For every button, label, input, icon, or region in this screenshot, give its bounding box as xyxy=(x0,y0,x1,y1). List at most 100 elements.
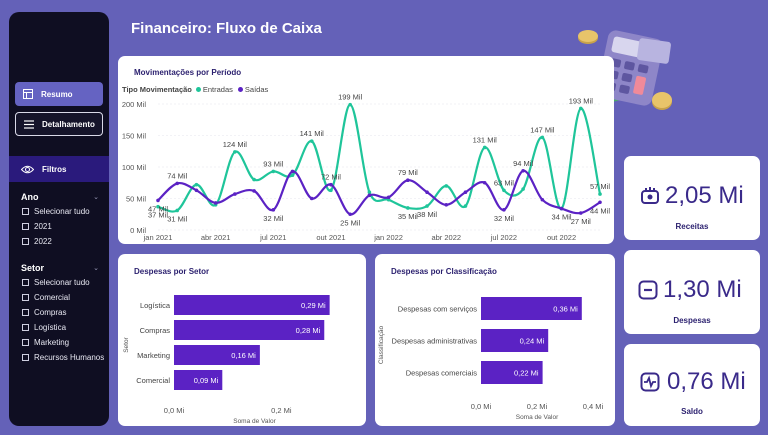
data-label: 47 Mil xyxy=(148,204,168,213)
category-label: Compras xyxy=(140,326,171,335)
legend-entradas-dot xyxy=(195,87,201,92)
checkbox[interactable] xyxy=(22,309,29,316)
data-point xyxy=(329,182,333,187)
data-point xyxy=(406,206,410,210)
data-point xyxy=(175,181,180,186)
value-label: 0,22 Mi xyxy=(514,369,539,378)
table-icon xyxy=(21,89,35,99)
x-tick-label: jan 2021 xyxy=(143,233,173,242)
filter-setor-option[interactable]: Selecionar tudo xyxy=(22,278,90,287)
filter-setor-option[interactable]: Marketing xyxy=(22,338,69,347)
kpi-despesas-value: 1,30 Mi xyxy=(663,276,742,303)
bar xyxy=(174,345,260,365)
nav-detalhamento-label: Detalhamento xyxy=(42,119,95,129)
checkbox[interactable] xyxy=(22,294,29,301)
data-label: 193 Mil xyxy=(569,96,594,105)
data-point xyxy=(290,173,295,177)
kpi-saldo-label: Saldo xyxy=(681,407,703,416)
chevron-down-icon[interactable]: ⌄ xyxy=(93,265,99,272)
x-tick-label: 0,2 Mi xyxy=(527,402,548,411)
data-label: 63 Mil xyxy=(494,178,514,187)
x-tick-label: out 2021 xyxy=(316,233,345,242)
filter-setor-option[interactable]: Logística xyxy=(22,323,66,332)
category-label: Comercial xyxy=(136,376,170,385)
despesas-setor-card: Despesas por Setor Logística 0,29 Mi Compr… xyxy=(118,254,366,426)
data-label: 141 Mil xyxy=(300,129,325,138)
filter-setor-option[interactable]: Comercial xyxy=(22,293,70,302)
data-label: 79 Mil xyxy=(398,168,418,177)
value-label: 0,36 Mi xyxy=(553,305,578,314)
filter-ano-option[interactable]: 2022 xyxy=(22,237,52,246)
data-point xyxy=(425,204,429,208)
bar-classificacao-plot: Despesas com serviços 0,36 Mi Despesas adm… xyxy=(378,297,604,421)
bar xyxy=(174,295,330,315)
data-point xyxy=(367,190,372,194)
bar xyxy=(174,320,325,340)
checkbox[interactable] xyxy=(22,223,29,230)
legend-title: Tipo Movimentação xyxy=(122,85,192,94)
category-label: Despesas administrativas xyxy=(392,337,478,346)
checkbox[interactable] xyxy=(22,324,29,331)
chevron-down-icon[interactable]: ⌄ xyxy=(93,194,99,201)
data-point xyxy=(386,197,391,202)
data-point xyxy=(482,180,487,185)
chart-title: Movimentações por Período xyxy=(134,68,242,77)
checkbox[interactable] xyxy=(22,279,29,286)
legend-saidas-label[interactable]: Saídas xyxy=(244,85,269,94)
data-point xyxy=(329,188,333,193)
filter-setor-option[interactable]: Compras xyxy=(22,308,66,317)
data-point xyxy=(194,188,199,193)
eye-icon xyxy=(21,165,34,174)
nav-resumo-button[interactable]: Resumo xyxy=(15,82,103,106)
data-point xyxy=(578,211,583,215)
data-label: 37 Mil xyxy=(148,211,168,220)
activity-icon xyxy=(640,372,660,392)
y-tick-label: 100 Mil xyxy=(122,163,147,172)
data-label: 31 Mil xyxy=(167,214,187,223)
filters-toggle[interactable]: Filtros xyxy=(9,156,109,182)
data-point xyxy=(309,139,314,143)
money-bag-icon xyxy=(641,187,659,204)
data-point xyxy=(271,208,276,212)
data-point xyxy=(348,102,352,107)
category-label: Marketing xyxy=(137,351,170,360)
movimentacoes-chart-card: Movimentações por Período Tipo Movimenta… xyxy=(118,56,614,244)
filter-setor-option[interactable]: Recursos Humanos xyxy=(22,353,104,362)
data-point xyxy=(521,168,525,173)
data-point xyxy=(175,208,180,213)
legend-entradas-label[interactable]: Entradas xyxy=(202,85,233,94)
category-label: Despesas com serviços xyxy=(398,305,477,314)
kpi-receitas-label: Receitas xyxy=(675,222,709,231)
y-tick-label: 200 Mil xyxy=(122,100,147,109)
nav-detalhamento-button[interactable]: Detalhamento xyxy=(15,112,103,136)
value-label: 0,28 Mi xyxy=(296,326,321,335)
bar xyxy=(481,329,549,352)
category-label: Despesas comerciais xyxy=(406,369,478,378)
data-label: 124 Mil xyxy=(223,140,248,149)
checkbox[interactable] xyxy=(22,339,29,346)
data-point xyxy=(559,206,564,211)
bar xyxy=(481,361,543,384)
filter-ano-option[interactable]: Selecionar tudo xyxy=(22,207,90,216)
data-point xyxy=(444,203,449,207)
data-point xyxy=(233,150,237,154)
bar xyxy=(481,297,582,320)
kpi-receitas-card: 2,05 Mi Receitas xyxy=(624,156,760,240)
checkbox[interactable] xyxy=(22,238,29,245)
data-point xyxy=(406,178,410,183)
data-label: 72 Mil xyxy=(321,173,341,182)
data-label: 44 Mil xyxy=(590,206,610,215)
chart-title: Despesas por Setor xyxy=(134,267,210,276)
sidebar: Resumo Detalhamento Filtros Ano ⌄ Seleci… xyxy=(9,12,109,426)
data-point xyxy=(463,190,468,194)
data-point xyxy=(598,200,602,205)
data-label: 25 Mil xyxy=(340,218,360,227)
checkbox[interactable] xyxy=(22,354,29,361)
data-point xyxy=(271,169,276,174)
data-label: 32 Mil xyxy=(494,214,514,223)
checkbox[interactable] xyxy=(22,208,29,215)
data-label: 147 Mil xyxy=(530,125,555,134)
filter-ano-option[interactable]: 2021 xyxy=(22,222,52,231)
x-axis-title: Soma de Valor xyxy=(516,414,559,421)
y-axis-title: Setor xyxy=(123,336,130,352)
